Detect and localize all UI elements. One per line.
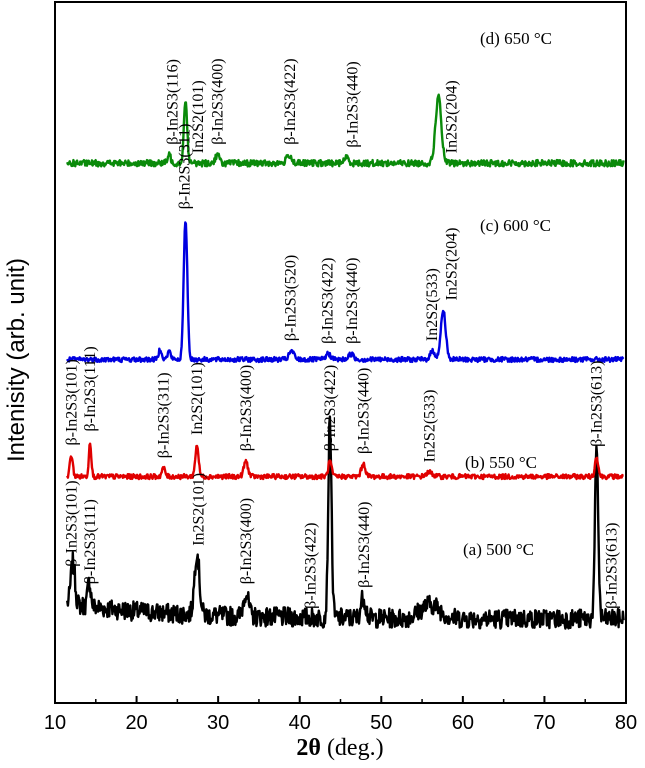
tick-layer: 10 20 30 40 50 60 70 80: [44, 696, 637, 734]
peak-label: β-In2S3(311): [156, 372, 173, 458]
peak-label: β-In2S3(440): [345, 61, 362, 147]
plot-layer: [66, 93, 625, 630]
peak-label: β-In2S3(400): [209, 58, 226, 144]
series-line-d: [66, 93, 625, 168]
peak-label: In2S2(101): [190, 80, 207, 153]
peak-label: β-In2S3(116): [165, 59, 182, 145]
x-axis-label: 2θ (deg.): [296, 735, 383, 761]
x-tick-label: 70: [533, 712, 555, 734]
peak-label: β-In2S3(422): [282, 58, 299, 144]
peak-label: β-In2S3(613): [589, 361, 606, 447]
peak-label: β-In2S3(440): [344, 258, 361, 344]
peak-label: In2S2(533): [424, 268, 441, 341]
peak-label: β-In2S3(111): [82, 499, 99, 584]
peak-label: β-In2S3(111): [82, 346, 99, 431]
series-label-b: (b) 550 °C: [465, 453, 537, 472]
peak-label: β-In2S3(400): [238, 365, 255, 451]
x-tick-label: 20: [125, 712, 147, 734]
series-line-b: [66, 442, 625, 481]
peak-label: β-In2S3(311): [177, 124, 194, 210]
series-line-a: [66, 415, 625, 630]
x-tick-label: 60: [452, 712, 474, 734]
peak-label: β-In2S3(520): [283, 255, 300, 341]
peak-label: β-In2S3(613): [603, 523, 620, 609]
peak-label: β-In2S3(422): [322, 365, 339, 451]
x-tick-label: 50: [370, 712, 392, 734]
series-label-a: (a) 500 °C: [463, 540, 534, 559]
peak-label-layer: (a) 500 °Cβ-In2S3(101) β-In2S3(111) In2S2(…: [63, 29, 620, 609]
peak-label: In2S2(101): [191, 473, 208, 546]
peak-label: In2S2(533): [421, 390, 438, 463]
peak-label: β-In2S3(422): [302, 523, 319, 609]
peak-label: In2S2(204): [443, 80, 460, 153]
y-axis-label: Intenisity (arb. unit): [3, 258, 30, 462]
plot-frame: [54, 1, 627, 704]
peak-label: In2S2(204): [443, 228, 460, 301]
peak-label: β-In2S3(422): [319, 258, 336, 344]
peak-label: β-In2S3(440): [355, 368, 372, 454]
x-tick-label: 80: [615, 712, 637, 734]
peak-label: β-In2S3(101): [63, 480, 80, 566]
series-label-d: (d) 650 °C: [480, 29, 552, 48]
series-label-c: (c) 600 °C: [480, 216, 551, 235]
x-tick-label: 30: [207, 712, 229, 734]
x-tick-label: 10: [44, 712, 66, 734]
peak-label: β-In2S3(400): [238, 498, 255, 584]
peak-label: In2S2(101): [189, 362, 206, 435]
series-line-c: [66, 221, 625, 364]
x-tick-label: 40: [289, 712, 311, 734]
peak-label: β-In2S3(101): [63, 359, 80, 445]
peak-label: β-In2S3(440): [356, 502, 373, 588]
